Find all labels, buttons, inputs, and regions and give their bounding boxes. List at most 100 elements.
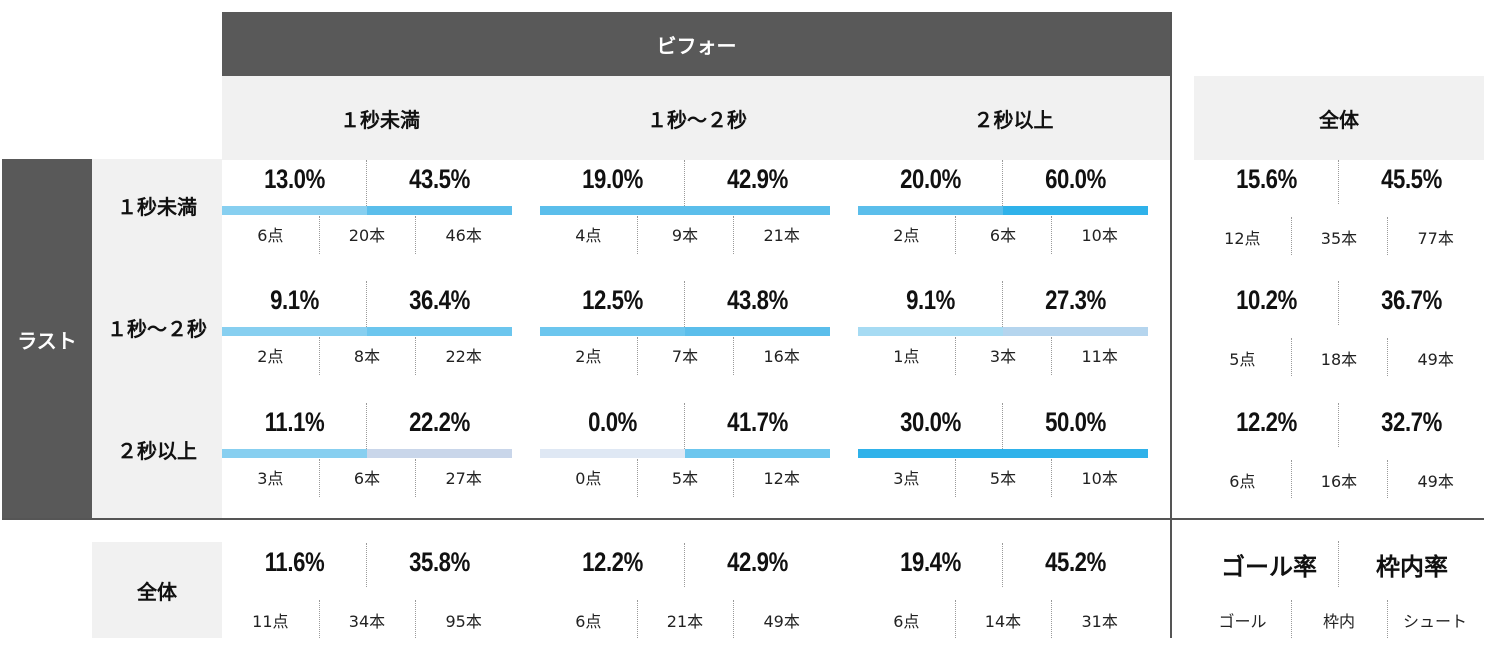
col-total-1-shots: 95本: [445, 612, 482, 631]
col-total-2-on-target: 21本: [666, 612, 704, 631]
cell-r2c2-goal-rate: 12.5%: [582, 285, 643, 315]
cell-r1c3-shots: 10本: [1081, 226, 1118, 245]
cell-r2c3-on-target-bar: [1003, 327, 1148, 336]
cell-r2c1-count-divider-2: [415, 337, 417, 375]
cell-r1c2-shots: 21本: [763, 226, 800, 245]
cell-r2c1-goal-rate: 9.1%: [270, 285, 319, 315]
cell-r3c2-on-target-rate: 41.7%: [727, 407, 788, 437]
cell-r2c3-count-divider-2: [1051, 337, 1053, 375]
row-header-3: ２秒以上: [117, 438, 197, 463]
header-last: ラスト: [2, 159, 92, 519]
cell-r1c1-rate-divider: [366, 160, 367, 206]
cell-r1c1-shots: 46本: [445, 226, 482, 245]
col-total-3-rate-divider: [1002, 543, 1003, 587]
row-total-3-shots: 49本: [1417, 472, 1454, 491]
cell-r2c2-rate-divider: [684, 281, 685, 327]
cell-r3c3-shots: 10本: [1081, 469, 1118, 488]
row-total-1-rate-divider: [1338, 160, 1339, 204]
cell-r3c3-rate-divider: [1002, 403, 1003, 449]
cell-r3c1-count-divider-1: [318, 459, 320, 497]
row-total-3-rate-divider: [1338, 403, 1339, 447]
col-total-3-count-divider-2: [1051, 600, 1053, 638]
col-total-2-rate-divider: [684, 543, 685, 587]
col-header-total: 全体: [1194, 76, 1484, 160]
cell-r2c2-on-target-rate: 43.8%: [727, 285, 788, 315]
row-total-1-goals: 12点: [1224, 229, 1261, 248]
cell-r2c2-goal-bar: [540, 327, 685, 336]
header-before: ビフォー: [222, 12, 1171, 76]
cell-r3c3-goal-rate: 30.0%: [900, 407, 961, 437]
cell-r3c3-on-target-rate: 50.0%: [1045, 407, 1106, 437]
col-total-3-on-target-rate: 45.2%: [1045, 547, 1106, 577]
cell-r3c2-on-target-bar: [685, 449, 830, 458]
cell-r3c2-goals: 0点: [575, 469, 602, 488]
col-total-2-goals: 6点: [575, 612, 602, 631]
cell-r1c1-count-divider-1: [318, 216, 320, 254]
row-total-1-shots: 77本: [1417, 229, 1454, 248]
cell-r1c2-on-target: 9本: [671, 226, 699, 245]
row-total-2-count-divider-1: [1290, 338, 1292, 376]
row-total-3-goal-rate: 12.2%: [1236, 407, 1297, 437]
legend-divider-2: [1387, 600, 1388, 638]
cell-r2c1-count-divider-1: [318, 337, 320, 375]
legend-goal-rate: ゴール率: [1221, 553, 1317, 581]
col-total-2-on-target-rate: 42.9%: [727, 547, 788, 577]
cell-r3c1-on-target: 6本: [353, 469, 381, 488]
col-total-1-goals: 11点: [252, 612, 289, 631]
col-total-1-rate-divider: [366, 543, 367, 587]
col-total-1-count-divider-2: [415, 600, 417, 638]
cell-r2c2-on-target: 7本: [671, 347, 699, 366]
row-total-3-on-target-rate: 32.7%: [1381, 407, 1442, 437]
col-total-2-goal-rate: 12.2%: [582, 547, 643, 577]
cell-r2c1-on-target-bar: [367, 327, 512, 336]
cell-r1c1-goal-rate: 13.0%: [264, 164, 325, 194]
cell-r3c1-rate-divider: [366, 403, 367, 449]
row-total-1-count-divider-2: [1387, 217, 1389, 255]
cell-r3c2-shots: 12本: [763, 469, 800, 488]
cell-r3c3-goal-bar: [858, 449, 1003, 458]
cell-r2c2-shots: 16本: [763, 347, 800, 366]
cell-r2c3-goal-bar: [858, 327, 1003, 336]
row-total-2-shots: 49本: [1417, 350, 1454, 369]
cell-r2c1-goals: 2点: [257, 347, 284, 366]
cell-r3c1-shots: 27本: [445, 469, 482, 488]
cell-r3c2-rate-divider: [684, 403, 685, 449]
cell-r3c1-count-divider-2: [415, 459, 417, 497]
cell-r1c1-count-divider-2: [415, 216, 417, 254]
cell-r2c3-goals: 1点: [893, 347, 920, 366]
cell-r2c3-shots: 11本: [1081, 347, 1118, 366]
cell-r2c2-goals: 2点: [575, 347, 602, 366]
cell-r1c3-on-target-bar: [1003, 206, 1148, 215]
col-header-2: １秒〜２秒: [538, 76, 856, 160]
row-total-3-count-divider-1: [1290, 460, 1292, 498]
row-total-3-count-divider-2: [1387, 460, 1389, 498]
cell-r1c2-count-divider-2: [733, 216, 735, 254]
row-header-1: １秒未満: [117, 194, 197, 219]
cell-r2c1-shots: 22本: [445, 347, 482, 366]
cell-r1c3-count-divider-1: [954, 216, 956, 254]
cell-r1c3-count-divider-2: [1051, 216, 1053, 254]
cell-r3c2-goal-bar: [540, 449, 685, 458]
row-label-bg: [92, 159, 222, 519]
legend-divider-1: [1291, 600, 1292, 638]
cell-r2c2-on-target-bar: [685, 327, 830, 336]
cell-r2c2-count-divider-2: [733, 337, 735, 375]
cell-r1c3-goal-bar: [858, 206, 1003, 215]
col-total-3-shots: 31本: [1081, 612, 1118, 631]
col-total-2-count-divider-2: [733, 600, 735, 638]
cell-r1c2-goal-bar: [540, 206, 685, 215]
col-total-1-on-target: 34本: [348, 612, 386, 631]
col-total-3-on-target: 14本: [984, 612, 1022, 631]
cell-r1c1-on-target-bar: [367, 206, 512, 215]
row-total-3-goals: 6点: [1229, 472, 1256, 491]
cell-r2c1-on-target: 8本: [353, 347, 381, 366]
cell-r3c3-count-divider-2: [1051, 459, 1053, 497]
cell-r3c3-goals: 3点: [893, 469, 920, 488]
row-total-2-rate-divider: [1338, 281, 1339, 325]
cell-r3c2-count-divider-2: [733, 459, 735, 497]
legend-on-target-rate: 枠内率: [1376, 553, 1448, 581]
cell-r1c2-on-target-bar: [685, 206, 830, 215]
cell-r1c2-rate-divider: [684, 160, 685, 206]
col-total-1-on-target-rate: 35.8%: [409, 547, 470, 577]
legend-on-target: 枠内: [1322, 612, 1355, 631]
